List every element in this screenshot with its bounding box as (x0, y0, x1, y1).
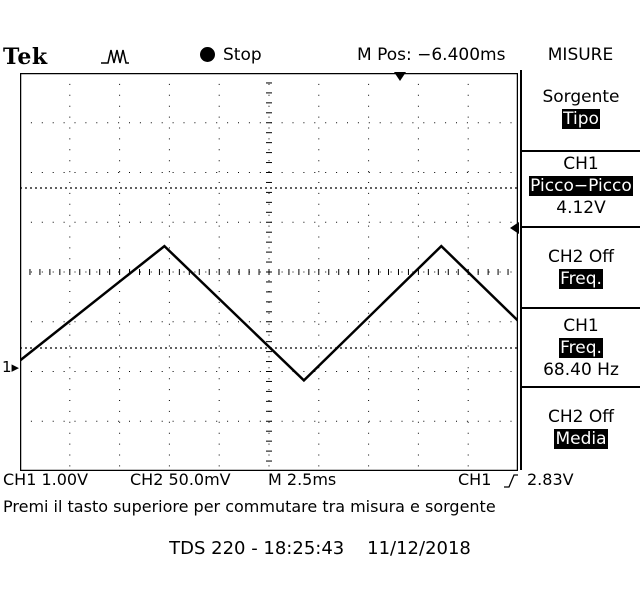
ch1-marker-label: 1 (2, 358, 12, 376)
menu-title: MISURE (547, 45, 614, 65)
footer-caption: TDS 220 - 18:25:43 11/12/2018 (0, 538, 640, 559)
type-label: Tipo (562, 109, 600, 129)
m2-type: Freq. (559, 269, 603, 289)
ch1-marker-arrow-icon: ▸ (11, 358, 20, 376)
run-state-label: Stop (223, 45, 262, 65)
trigger-source: CH1 (458, 470, 492, 489)
stop-indicator-icon (200, 47, 215, 62)
ch1-waveform (20, 244, 518, 383)
trigger-level-marker-icon (510, 222, 519, 234)
timebase: M 2.5ms (268, 470, 337, 489)
m2-source: CH2 Off (548, 247, 614, 267)
horizontal-position: M Pos: −6.400ms (357, 45, 506, 65)
measure-menu: Sorgente Tipo CH1 Picco−Picco 4.12V CH2 … (520, 70, 640, 470)
source-label: Sorgente (542, 87, 620, 107)
ch1-ground-marker: 1▸ (2, 358, 19, 376)
ch2-scale: CH2 50.0mV (130, 470, 231, 489)
m4-source: CH2 Off (548, 407, 614, 427)
m3-source: CH1 (563, 316, 599, 336)
ch1-scale: CH1 1.00V (3, 470, 89, 489)
measurement-3-button[interactable]: CH1 Freq. 68.40 Hz (522, 307, 640, 381)
measurement-4-button[interactable]: CH2 Off Media (522, 386, 640, 450)
help-message: Premi il tasto superiore per commutare t… (3, 497, 496, 516)
rising-edge-icon (504, 474, 518, 488)
acquisition-icon (101, 49, 129, 64)
measurement-2-button[interactable]: CH2 Off Freq. (522, 226, 640, 290)
m1-source: CH1 (563, 154, 599, 174)
screen-frame (20, 73, 518, 471)
graticule (20, 73, 518, 471)
m3-type: Freq. (559, 338, 603, 358)
menu-source-type-button[interactable]: Sorgente Tipo (522, 86, 640, 130)
trigger-level: 2.83V (527, 470, 574, 489)
oscilloscope-screen (20, 73, 518, 471)
tek-logo: Tek (3, 44, 48, 70)
m4-type: Media (554, 429, 608, 449)
run-status: Stop (200, 45, 262, 65)
measurement-1-button[interactable]: CH1 Picco−Picco 4.12V (522, 150, 640, 219)
m1-value: 4.12V (556, 198, 606, 218)
m3-value: 68.40 Hz (543, 360, 619, 380)
footer-text: TDS 220 - 18:25:43 11/12/2018 (169, 538, 471, 559)
m1-type: Picco−Picco (529, 176, 633, 196)
